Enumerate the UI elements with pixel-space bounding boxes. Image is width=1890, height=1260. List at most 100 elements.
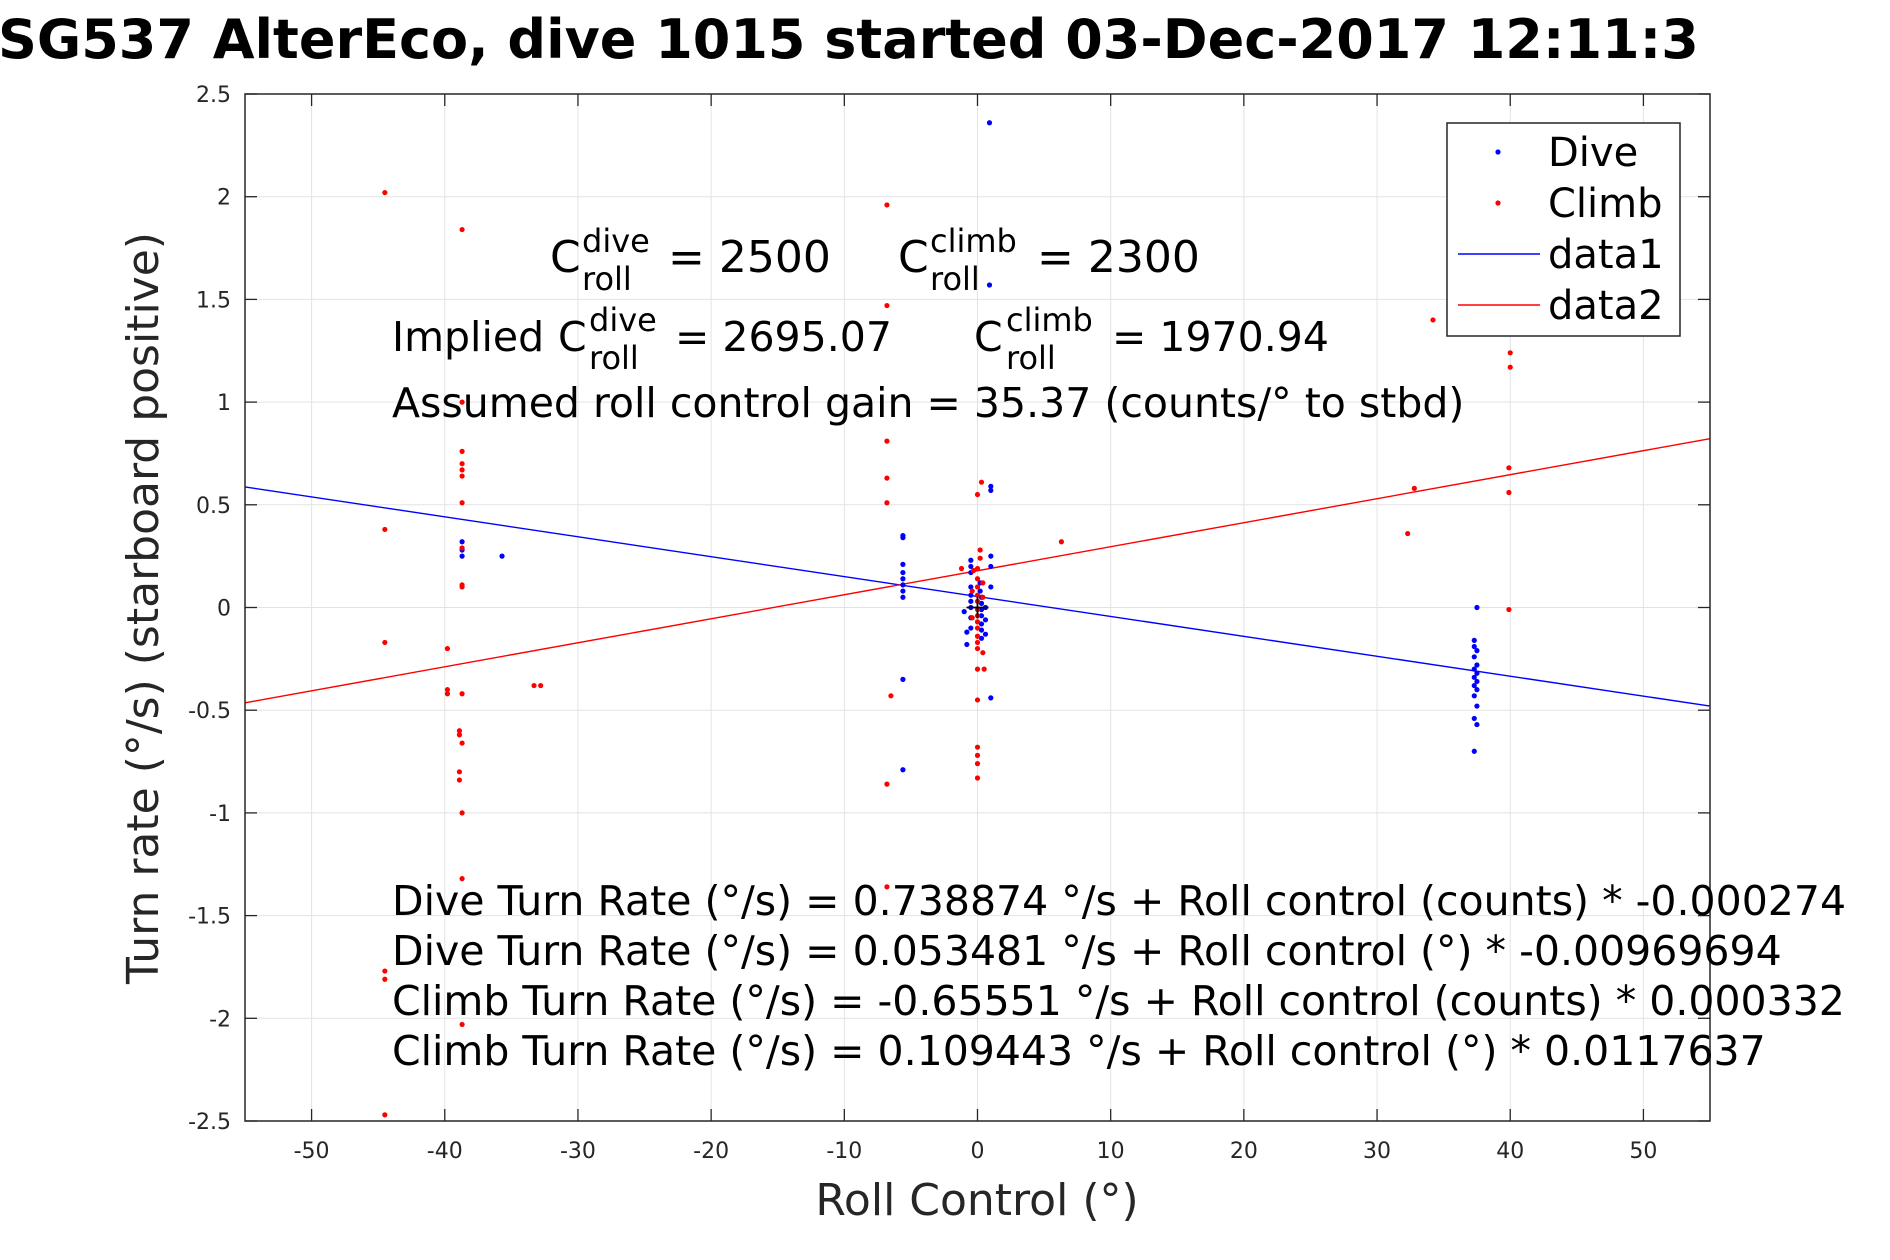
x-tick-label: -20 <box>693 1139 729 1164</box>
climb-point <box>382 526 388 533</box>
y-tick-label: 0 <box>217 597 231 622</box>
dive-point <box>1474 687 1480 693</box>
x-axis-label: Roll Control (°) <box>815 1175 1138 1226</box>
climb-point <box>444 645 451 652</box>
y-axis-label: Turn rate (°/s) (starboard positive) <box>118 232 169 985</box>
implied-dive-value: = 2695.07 <box>675 313 892 361</box>
dive-point <box>988 563 994 570</box>
x-tick-label: 40 <box>1496 1139 1524 1164</box>
climb-point <box>974 592 981 598</box>
y-tick-label: -2.5 <box>188 1110 231 1135</box>
climb-point <box>974 645 981 652</box>
dive-point <box>968 625 974 631</box>
dive-point <box>900 594 906 600</box>
dive-point <box>900 767 906 773</box>
dive-point <box>1474 678 1480 685</box>
climb-point <box>1411 485 1417 491</box>
dive-point <box>1474 604 1480 611</box>
y-tick-label: 2 <box>217 186 231 211</box>
climb-point <box>969 615 975 621</box>
climb-point <box>969 588 975 594</box>
dive-point <box>988 483 994 489</box>
x-tick-label: 50 <box>1629 1139 1657 1164</box>
climb-point <box>444 691 451 697</box>
legend-label-data2: data2 <box>1548 283 1664 329</box>
x-tick-label: -10 <box>826 1139 862 1164</box>
dive-point <box>982 617 989 623</box>
dive-point <box>986 120 993 126</box>
climb-point <box>459 876 465 882</box>
dive-point <box>1471 715 1477 722</box>
dive-point <box>977 588 983 594</box>
climb-point <box>974 697 981 703</box>
x-tick-label: -40 <box>427 1139 463 1164</box>
roll-gain-annotation: Assumed roll control gain = 35.37 (count… <box>392 379 1464 427</box>
climb-point <box>456 769 463 775</box>
legend: Dive Climb data1 data2 <box>1446 122 1681 337</box>
climb-point <box>974 639 981 646</box>
climb-point <box>1405 530 1411 537</box>
dive-point <box>499 553 505 559</box>
dive-point <box>1474 648 1480 654</box>
fit-line-1: Dive Turn Rate (°/s) = 0.738874 °/s + Ro… <box>392 877 1846 925</box>
dive-point <box>968 584 974 590</box>
legend-label-dive: Dive <box>1548 130 1638 176</box>
climb-point <box>456 732 463 738</box>
y-tick-label: 2.5 <box>196 83 231 108</box>
plot-frame <box>244 93 1711 1122</box>
dive-point <box>978 621 985 627</box>
climb-point <box>456 728 463 734</box>
dive-point <box>964 629 970 635</box>
dive-point <box>900 569 906 576</box>
c-roll-dive-letter: C <box>550 232 581 283</box>
climb-point <box>538 682 544 689</box>
chart-title: SG537 AlterEco, dive 1015 started 03-Dec… <box>0 8 1699 71</box>
dive-point <box>988 553 994 559</box>
climb-point <box>459 691 465 697</box>
dive-point <box>459 539 465 545</box>
dive-point <box>900 676 906 682</box>
implied-climb-value: = 1970.94 <box>1112 313 1329 361</box>
climb-point <box>1507 350 1513 356</box>
climb-point <box>977 555 983 561</box>
climb-point <box>459 1021 465 1028</box>
climb-point <box>459 500 465 506</box>
climb-point <box>1506 465 1512 471</box>
climb-point <box>1507 364 1513 370</box>
climb-point <box>888 693 894 699</box>
x-tick-label: 10 <box>1097 1139 1125 1164</box>
dive-point <box>1471 637 1477 643</box>
implied-climb-sup: climb <box>1006 301 1093 339</box>
c-roll-dive-sub: roll <box>582 260 632 298</box>
c-roll-dive-value: = 2500 <box>668 232 831 283</box>
dive-point <box>978 600 985 606</box>
legend-marker-climb <box>1495 200 1501 206</box>
dive-point <box>961 609 967 615</box>
climb-point <box>974 491 981 498</box>
implied-climb-letter: C <box>974 313 1003 361</box>
climb-point <box>884 475 890 481</box>
y-tick-label: 1 <box>217 391 231 416</box>
c-roll-dive-sup: dive <box>582 222 650 260</box>
dive-point <box>1474 662 1480 668</box>
y-tick-label: -1.5 <box>188 905 231 930</box>
climb-point <box>382 976 388 982</box>
climb-point <box>884 781 890 787</box>
legend-label-climb: Climb <box>1548 181 1663 227</box>
dive-point <box>1471 693 1477 699</box>
fit-line-3: Climb Turn Rate (°/s) = -0.65551 °/s + R… <box>392 977 1845 1025</box>
climb-point <box>459 461 465 467</box>
dive-point <box>978 635 985 641</box>
dive-point <box>900 535 906 541</box>
climb-point <box>974 666 981 672</box>
climb-point <box>974 619 981 625</box>
climb-point <box>459 467 465 473</box>
implied-dive-sub: roll <box>589 339 639 377</box>
climb-point <box>974 633 981 639</box>
dive-point <box>1471 748 1477 754</box>
dive-point <box>968 592 974 598</box>
climb-point <box>884 302 890 309</box>
climb-point <box>382 1112 388 1118</box>
axis-ticks: -50 -40 -30 -20 -10 0 10 20 30 40 50-2.5-2-1.5-1-0… <box>188 83 1710 1164</box>
legend-marker-dive <box>1495 149 1501 155</box>
